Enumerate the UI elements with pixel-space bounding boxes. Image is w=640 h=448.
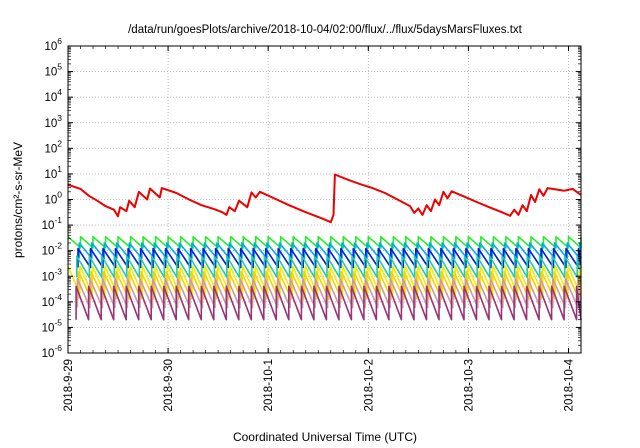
y-tick-label: 106 — [44, 36, 62, 53]
y-tick-label: 104 — [44, 87, 62, 104]
y-tick-label: 10-2 — [42, 241, 63, 258]
y-axis: 10-6 10-5 10-4 10-3 10-2 10-1 100 101 102 103 104 1… — [42, 36, 581, 360]
y-tick-label: 105 — [44, 62, 62, 79]
x-axis: 2018-9-29 2018-9-30 2018-10-1 2018-10-2 2018… — [63, 46, 582, 411]
plot-frame — [67, 45, 582, 354]
series-line — [78, 242, 582, 260]
x-axis-label: Coordinated Universal Time (UTC) — [233, 430, 417, 444]
x-tick-label: 2018-9-30 — [163, 359, 175, 411]
series-line — [67, 265, 582, 295]
chart-title: /data/run/goesPlots/archive/2018-10-04/0… — [128, 24, 523, 36]
y-tick-label: 10-5 — [42, 317, 63, 334]
y-tick-label: 10-3 — [42, 266, 63, 283]
series-line — [75, 285, 582, 321]
series-line — [67, 173, 582, 224]
x-tick-label: 2018-10-1 — [263, 359, 275, 411]
y-tick-label: 100 — [44, 190, 62, 207]
y-tick-label: 10-1 — [42, 215, 63, 232]
series-group — [67, 173, 582, 321]
series-line — [76, 255, 582, 279]
x-tick-label: 2018-10-3 — [463, 359, 475, 411]
y-tick-label: 10-6 — [42, 343, 63, 360]
series-line — [77, 247, 582, 269]
x-tick-label: 2018-10-2 — [363, 359, 375, 411]
series-line — [76, 277, 582, 309]
y-axis-label: protons/cm²-s-sr-MeV — [11, 142, 25, 258]
y-tick-label: 10-4 — [42, 292, 63, 309]
series-line — [77, 270, 582, 300]
x-tick-label: 2018-10-4 — [563, 358, 575, 411]
grid-lines — [67, 46, 581, 353]
y-tick-label: 102 — [44, 138, 62, 155]
series-line — [67, 235, 582, 249]
x-tick-label: 2018-9-29 — [63, 359, 75, 411]
y-tick-label: 103 — [44, 113, 62, 130]
y-tick-label: 101 — [44, 164, 62, 181]
